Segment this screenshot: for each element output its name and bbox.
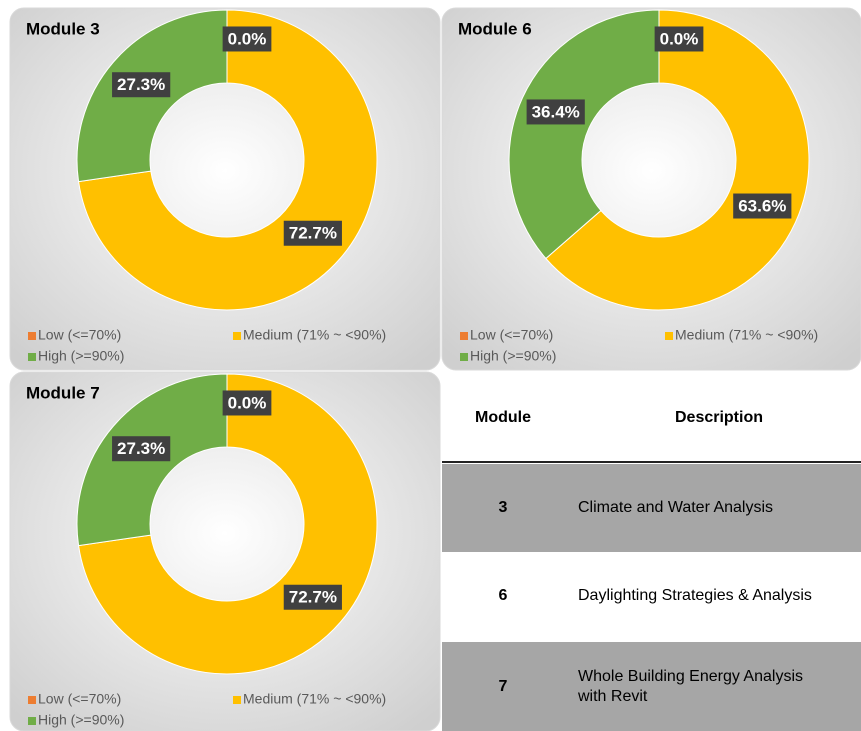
data-label-box (112, 436, 171, 462)
legend-label: Low (<=70%) (38, 327, 121, 343)
data-label-box (222, 26, 272, 52)
table-row: 7 Whole Building Energy Analysis with Re… (442, 642, 861, 731)
data-label: 72.7% (283, 220, 342, 246)
data-label-box (283, 584, 342, 610)
data-label-text: 27.3% (117, 439, 165, 458)
data-label-text: 0.0% (660, 29, 699, 48)
data-label: 27.3% (112, 436, 171, 462)
legend-swatch (233, 696, 241, 704)
data-label: 0.0% (222, 390, 272, 416)
legend-label: Low (<=70%) (38, 691, 121, 707)
chart-title: Module 3 (26, 19, 100, 38)
data-label: 36.4% (526, 99, 585, 125)
data-label-box (222, 390, 272, 416)
module-table: Module Description 3 Climate and Water A… (442, 375, 861, 731)
data-label-text: 0.0% (228, 29, 267, 48)
data-label: 0.0% (222, 26, 272, 52)
donut-slice (545, 9, 810, 311)
legend-swatch (233, 332, 241, 340)
data-label: 72.7% (283, 584, 342, 610)
header-cell: Description (674, 409, 763, 426)
data-label-text: 0.0% (228, 393, 267, 412)
module-cell: 3 (498, 499, 508, 516)
data-label: 63.6% (733, 193, 792, 219)
legend-swatch (28, 332, 36, 340)
legend-label: High (>=90%) (38, 712, 124, 728)
legend-swatch (28, 696, 36, 704)
data-label-box (112, 72, 171, 98)
table-header: Module Description (442, 375, 861, 463)
header-cell: Module (475, 409, 531, 426)
table-row: 3 Climate and Water Analysis (442, 464, 861, 552)
data-label-box (283, 220, 342, 246)
data-label: 27.3% (112, 72, 171, 98)
legend-swatch (28, 353, 36, 361)
donut-slice (508, 9, 660, 260)
data-label-box (526, 99, 585, 125)
chart-title: Module 6 (458, 19, 532, 38)
data-label-box (654, 26, 704, 52)
description-cell: Climate and Water Analysis (578, 499, 774, 516)
data-label-box (733, 193, 792, 219)
chart-title: Module 7 (26, 383, 100, 402)
data-label-text: 72.7% (289, 588, 337, 607)
table-row: 6 Daylighting Strategies & Analysis (442, 552, 861, 640)
legend-label: Medium (71% ~ <90%) (243, 691, 386, 707)
legend-label: High (>=90%) (38, 348, 124, 364)
data-label-text: 36.4% (532, 102, 580, 121)
legend-swatch (460, 353, 468, 361)
data-label-text: 27.3% (117, 75, 165, 94)
legend-label: Low (<=70%) (470, 327, 553, 343)
data-label: 0.0% (654, 26, 704, 52)
legend-label: Medium (71% ~ <90%) (675, 327, 818, 343)
module-cell: 6 (498, 587, 508, 604)
data-label-text: 72.7% (289, 224, 337, 243)
module-cell: 7 (498, 677, 508, 695)
legend-label: High (>=90%) (470, 348, 556, 364)
description-cell: Daylighting Strategies & Analysis (578, 587, 812, 604)
description-cell: Whole Building Energy Analysis with Revi… (578, 667, 804, 705)
legend-swatch (28, 717, 36, 725)
legend-swatch (460, 332, 468, 340)
legend-swatch (665, 332, 673, 340)
data-label-text: 63.6% (738, 197, 786, 216)
legend-label: Medium (71% ~ <90%) (243, 327, 386, 343)
